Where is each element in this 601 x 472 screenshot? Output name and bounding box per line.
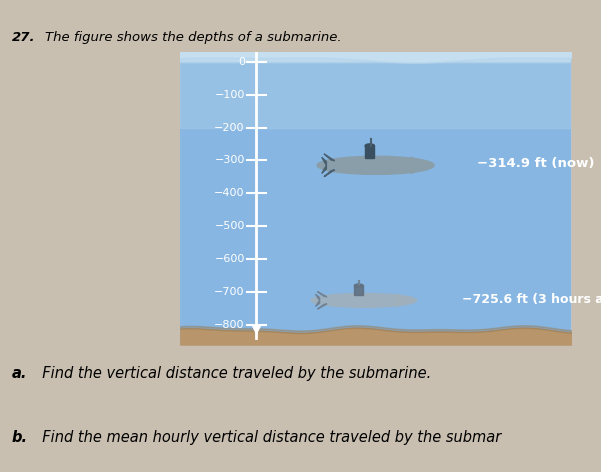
Text: b.: b. — [12, 430, 28, 445]
Text: −200: −200 — [215, 123, 245, 133]
Polygon shape — [322, 165, 326, 174]
Polygon shape — [316, 300, 320, 307]
Text: −400: −400 — [215, 188, 245, 198]
Text: −300: −300 — [215, 155, 245, 165]
Text: −600: −600 — [215, 254, 245, 264]
Text: 27.: 27. — [12, 31, 35, 44]
Text: −725.6 ft (3 hours ago): −725.6 ft (3 hours ago) — [462, 293, 601, 305]
Bar — [355, 286, 363, 295]
Text: −314.9 ft (now): −314.9 ft (now) — [477, 157, 595, 170]
Polygon shape — [317, 292, 327, 297]
Text: −700: −700 — [215, 287, 245, 297]
Ellipse shape — [311, 294, 416, 307]
Polygon shape — [316, 294, 320, 300]
Bar — [365, 146, 374, 159]
Polygon shape — [317, 304, 327, 309]
Polygon shape — [324, 154, 335, 161]
Polygon shape — [410, 157, 432, 174]
Bar — [180, 52, 571, 62]
Text: −500: −500 — [215, 221, 245, 231]
Polygon shape — [395, 294, 415, 307]
Ellipse shape — [355, 284, 363, 287]
Polygon shape — [322, 157, 326, 165]
Text: 0: 0 — [238, 57, 245, 67]
Text: Find the mean hourly vertical distance traveled by the submar: Find the mean hourly vertical distance t… — [33, 430, 501, 445]
Ellipse shape — [317, 156, 434, 174]
Polygon shape — [324, 170, 335, 177]
Text: a.: a. — [12, 366, 28, 381]
Text: The figure shows the depths of a submarine.: The figure shows the depths of a submari… — [45, 31, 342, 44]
Text: −800: −800 — [215, 320, 245, 330]
Text: Find the vertical distance traveled by the submarine.: Find the vertical distance traveled by t… — [33, 366, 432, 381]
Text: −100: −100 — [215, 90, 245, 100]
Bar — [180, 62, 571, 127]
Ellipse shape — [365, 144, 374, 148]
